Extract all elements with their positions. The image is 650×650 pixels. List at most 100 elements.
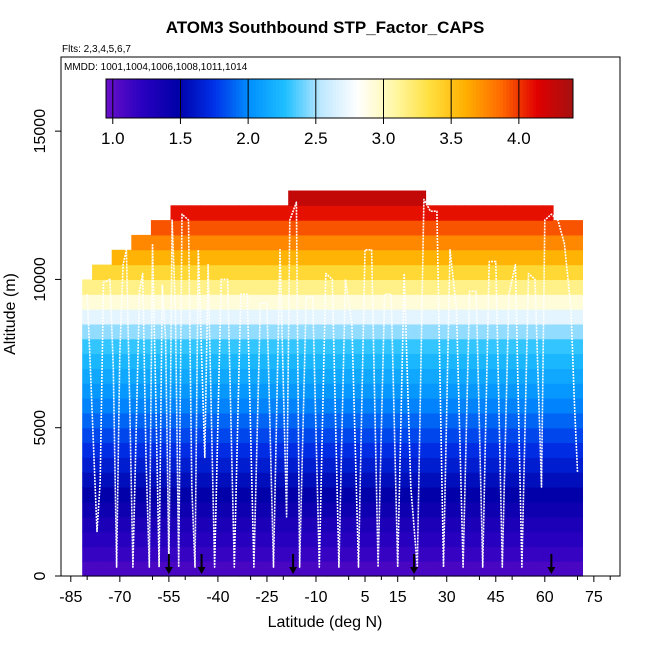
data-cell <box>445 323 456 340</box>
data-cell <box>160 368 172 384</box>
data-cell <box>484 531 495 547</box>
data-cell <box>288 279 299 295</box>
data-cell <box>298 546 309 562</box>
data-cell <box>513 205 525 221</box>
data-cell <box>435 338 446 355</box>
data-cell <box>474 234 485 251</box>
data-cell <box>307 279 319 295</box>
data-cell <box>82 531 93 547</box>
data-cell <box>288 309 299 325</box>
data-cell <box>523 472 534 488</box>
data-cell <box>190 412 201 429</box>
data-cell <box>121 472 132 488</box>
data-cell <box>405 323 417 340</box>
data-cell <box>396 442 407 458</box>
data-cell <box>435 561 446 577</box>
colorbar-cell <box>242 79 247 118</box>
data-cell <box>131 368 142 384</box>
data-cell <box>219 398 230 414</box>
data-cell <box>317 561 328 577</box>
data-cell <box>101 531 113 547</box>
data-cell <box>464 353 476 369</box>
data-cell <box>268 220 279 236</box>
data-cell <box>131 309 142 325</box>
data-cell <box>425 516 436 533</box>
data-cell <box>111 264 123 280</box>
data-cell <box>101 353 113 369</box>
data-cell <box>199 234 211 251</box>
colorbar-cell <box>309 79 314 118</box>
data-cell <box>141 338 152 355</box>
x-tick-label: 45 <box>487 589 505 606</box>
data-cell <box>219 279 230 295</box>
data-cell <box>288 338 299 355</box>
data-cell <box>553 323 564 340</box>
data-cell <box>317 190 328 206</box>
data-cell <box>464 546 476 562</box>
data-cell <box>121 412 132 429</box>
data-cell <box>160 294 172 310</box>
data-cell <box>131 472 142 488</box>
data-cell <box>464 501 476 518</box>
data-cell <box>239 561 250 577</box>
data-cell <box>111 309 123 325</box>
colorbar-cell <box>149 79 154 118</box>
data-cell <box>396 220 407 236</box>
data-cell <box>131 546 142 562</box>
data-cell <box>347 412 358 429</box>
colorbar-cell <box>172 79 177 118</box>
data-cell <box>288 264 299 280</box>
data-cell <box>396 190 407 206</box>
data-cell <box>288 323 299 340</box>
data-cell <box>572 383 583 399</box>
data-cell <box>533 487 544 503</box>
data-cell <box>376 190 387 206</box>
data-cell <box>121 501 132 518</box>
data-cell <box>82 457 93 473</box>
data-cell <box>249 561 260 577</box>
data-cell <box>111 398 123 414</box>
flights-label: Flts: 2,3,4,5,6,7 <box>62 44 131 55</box>
data-cell <box>258 353 270 369</box>
data-cell <box>356 190 368 206</box>
data-cell <box>396 309 407 325</box>
data-cell <box>317 472 328 488</box>
data-cell <box>219 309 230 325</box>
data-cell <box>425 546 436 562</box>
data-cell <box>396 205 407 221</box>
data-cell <box>141 323 152 340</box>
data-cell <box>278 546 289 562</box>
data-cell <box>405 561 417 577</box>
data-cell <box>268 472 279 488</box>
data-cell <box>415 501 427 518</box>
colorbar-cell <box>549 79 554 118</box>
data-cell <box>180 234 191 251</box>
data-cell <box>180 398 191 414</box>
data-cell <box>92 398 103 414</box>
data-cell <box>141 531 152 547</box>
data-cell <box>307 531 319 547</box>
colorbar-cell <box>126 79 130 118</box>
data-cell <box>307 546 319 562</box>
colorbar-cell <box>489 79 494 118</box>
data-cell <box>376 323 387 340</box>
data-cell <box>249 383 260 399</box>
data-cell <box>298 338 309 355</box>
data-cell <box>327 368 338 384</box>
data-cell <box>347 309 358 325</box>
data-cell <box>219 457 230 473</box>
data-cell <box>396 472 407 488</box>
data-cell <box>141 234 152 251</box>
data-cell <box>386 205 397 221</box>
data-cell <box>219 234 230 251</box>
data-cell <box>199 368 211 384</box>
data-cell <box>464 457 476 473</box>
data-cell <box>425 501 436 518</box>
colorbar-cell <box>409 79 414 118</box>
data-cell <box>425 323 436 340</box>
data-cell <box>562 412 574 429</box>
data-cell <box>366 427 378 444</box>
colorbar-tick-label: 4.0 <box>507 129 531 148</box>
colorbar-cell <box>116 79 120 118</box>
data-cell <box>454 487 466 503</box>
